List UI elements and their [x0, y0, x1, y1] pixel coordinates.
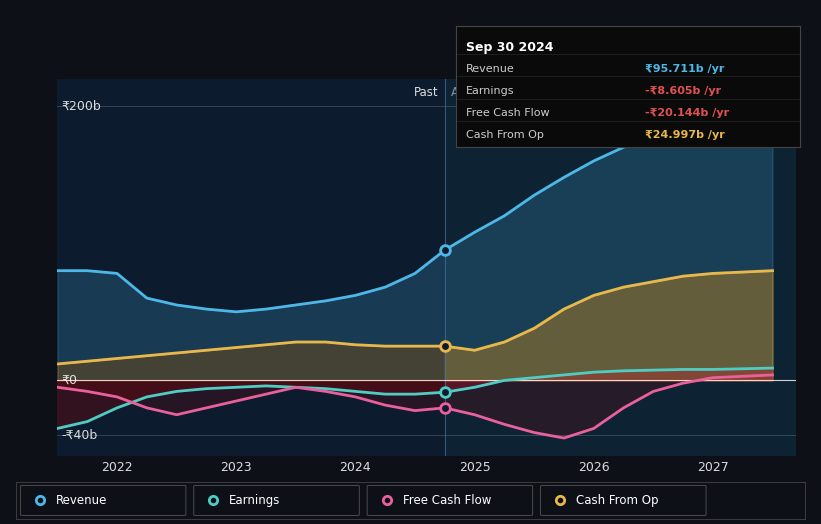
- Text: -₹40b: -₹40b: [62, 429, 98, 442]
- Text: Earnings: Earnings: [466, 86, 515, 96]
- Text: Cash From Op: Cash From Op: [466, 130, 544, 140]
- Text: ₹200b: ₹200b: [62, 100, 101, 113]
- Text: Revenue: Revenue: [56, 494, 108, 507]
- Text: ₹95.711b /yr: ₹95.711b /yr: [645, 63, 725, 73]
- Text: Revenue: Revenue: [466, 63, 515, 73]
- Text: Analysts Forecasts: Analysts Forecasts: [451, 86, 561, 99]
- Text: Sep 30 2024: Sep 30 2024: [466, 41, 553, 53]
- Text: Free Cash Flow: Free Cash Flow: [402, 494, 491, 507]
- Text: ₹24.997b /yr: ₹24.997b /yr: [645, 130, 725, 140]
- Bar: [445, 79, 796, 456]
- Text: -₹20.144b /yr: -₹20.144b /yr: [645, 108, 729, 118]
- Text: Past: Past: [415, 86, 439, 99]
- Text: Earnings: Earnings: [229, 494, 281, 507]
- Bar: [57, 79, 445, 456]
- Text: -₹8.605b /yr: -₹8.605b /yr: [645, 86, 722, 96]
- Text: Free Cash Flow: Free Cash Flow: [466, 108, 549, 118]
- Text: ₹0: ₹0: [62, 374, 77, 387]
- Text: Cash From Op: Cash From Op: [576, 494, 658, 507]
